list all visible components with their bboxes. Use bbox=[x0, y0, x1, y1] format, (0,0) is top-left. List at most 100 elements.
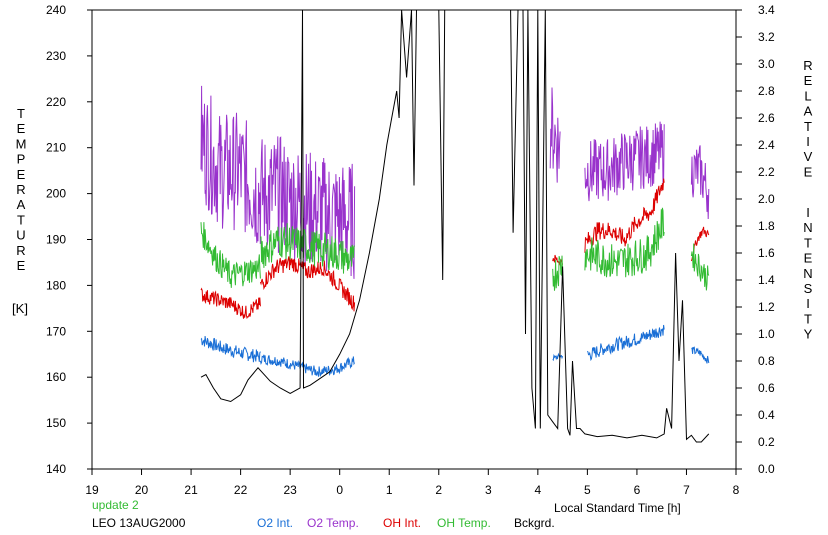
y-left-label-letter: T bbox=[17, 212, 25, 227]
series-line-o2-temp bbox=[584, 121, 665, 202]
y-left-unit: [K] bbox=[12, 301, 28, 316]
y-right-label-letter: Y bbox=[804, 327, 813, 342]
y-right-tick-label: 0.0 bbox=[758, 462, 775, 476]
y-left-tick-label: 240 bbox=[46, 3, 66, 17]
series-line-o2-int bbox=[691, 346, 710, 364]
x-tick-label: 20 bbox=[135, 483, 149, 497]
x-tick-label: 22 bbox=[234, 483, 248, 497]
series-line-oh-temp bbox=[259, 223, 356, 274]
series-line-o2-temp bbox=[200, 85, 356, 279]
series-line-oh-int bbox=[690, 226, 710, 262]
y-right-tick-label: 2.6 bbox=[758, 111, 775, 125]
y-right-tick-label: 3.4 bbox=[758, 3, 775, 17]
x-axis-title: Local Standard Time [h] bbox=[554, 501, 681, 515]
y-left-tick-label: 220 bbox=[46, 95, 66, 109]
y-right-tick-label: 0.8 bbox=[758, 354, 775, 368]
legend-item: O2 Temp. bbox=[307, 516, 359, 530]
y-left-tick-label: 160 bbox=[46, 370, 66, 384]
y-left-label-letter: E bbox=[17, 167, 26, 182]
y-right-tick-label: 2.4 bbox=[758, 138, 775, 152]
y-right-tick-label: 2.0 bbox=[758, 192, 775, 206]
y-left-label-letter: E bbox=[17, 121, 26, 136]
plot-frame bbox=[91, 9, 737, 470]
series-line-oh-int bbox=[259, 256, 356, 312]
legend-item: OH Int. bbox=[383, 516, 422, 530]
y-left-tick-label: 170 bbox=[46, 324, 66, 338]
y-right-label-letter: N bbox=[803, 220, 812, 235]
series-line-o2-int bbox=[259, 354, 356, 377]
y-right-tick-label: 2.8 bbox=[758, 84, 775, 98]
y-left-tick-label: 230 bbox=[46, 49, 66, 63]
y-right-tick-label: 0.6 bbox=[758, 381, 775, 395]
y-right-label-letter: L bbox=[804, 88, 811, 103]
y-left-label-letter: M bbox=[16, 136, 27, 151]
y-right-label-letter: A bbox=[804, 104, 813, 119]
y-right-label-letter: I bbox=[806, 296, 810, 311]
series-line-oh-int bbox=[584, 178, 665, 253]
y-left-label-letter: R bbox=[16, 182, 25, 197]
y-right-label-letter: T bbox=[804, 235, 812, 250]
x-tick-label: 8 bbox=[733, 483, 740, 497]
series-line-oh-temp bbox=[552, 255, 564, 291]
legend-item: O2 Int. bbox=[257, 516, 294, 530]
x-tick-label: 1 bbox=[386, 483, 393, 497]
y-right-label-letter: E bbox=[804, 164, 813, 179]
y-left-tick-label: 200 bbox=[46, 187, 66, 201]
y-right-tick-label: 3.0 bbox=[758, 57, 775, 71]
y-right-label-letter: N bbox=[803, 266, 812, 281]
series-line-oh-int bbox=[552, 254, 564, 266]
series-line-o2-int bbox=[200, 335, 261, 363]
series-line-oh-temp bbox=[690, 243, 710, 291]
y-right-label-letter: I bbox=[806, 134, 810, 149]
update-label: update 2 bbox=[92, 498, 139, 512]
series-line-oh-int bbox=[200, 287, 261, 320]
y-axis-left: 140 150 160 170 180 190 200 210 220 230 240 bbox=[46, 3, 92, 476]
series-line-o2-temp bbox=[690, 145, 710, 220]
y-right-label-letter: T bbox=[804, 311, 812, 326]
y-left-label-letter: T bbox=[17, 106, 25, 121]
legend-item: OH Temp. bbox=[437, 516, 491, 530]
x-tick-label: 7 bbox=[683, 483, 690, 497]
x-tick-label: 4 bbox=[535, 483, 542, 497]
y-right-tick-label: 0.2 bbox=[758, 435, 775, 449]
y-right-label-letter: S bbox=[804, 281, 813, 296]
y-right-label-letter: E bbox=[804, 251, 813, 266]
y-right-tick-label: 1.8 bbox=[758, 219, 775, 233]
y-left-tick-label: 210 bbox=[46, 141, 66, 155]
y-right-label-letter: V bbox=[804, 149, 813, 164]
y-axis-right: 0.0 0.2 0.4 0.6 0.8 1.0 1.2 1.4 1.6 1.8 2.0 2.2 2.4 2… bbox=[736, 3, 775, 476]
series-layer bbox=[200, 9, 710, 443]
legend-item: Bckgrd. bbox=[514, 516, 555, 530]
x-tick-label: 0 bbox=[336, 483, 343, 497]
y-left-label-letter: P bbox=[17, 152, 26, 167]
x-tick-label: 6 bbox=[634, 483, 641, 497]
y-left-label-letter: U bbox=[16, 228, 25, 243]
y-right-tick-label: 1.2 bbox=[758, 300, 775, 314]
y-left-label-letter: A bbox=[17, 197, 26, 212]
y-left-label-letter: E bbox=[17, 258, 26, 273]
x-tick-label: 21 bbox=[184, 483, 198, 497]
y-right-tick-label: 1.6 bbox=[758, 246, 775, 260]
x-tick-label: 3 bbox=[485, 483, 492, 497]
y-right-tick-label: 1.0 bbox=[758, 327, 775, 341]
y-right-label-letter: E bbox=[804, 73, 813, 88]
y-right-tick-label: 0.4 bbox=[758, 408, 775, 422]
y-right-tick-label: 1.4 bbox=[758, 273, 775, 287]
y-left-tick-label: 140 bbox=[46, 462, 66, 476]
series-line-oh-temp bbox=[584, 207, 665, 278]
x-tick-label: 5 bbox=[584, 483, 591, 497]
y-left-tick-label: 180 bbox=[46, 278, 66, 292]
station-label: LEO 13AUG2000 bbox=[92, 516, 186, 530]
y-right-tick-label: 3.2 bbox=[758, 30, 775, 44]
y-right-tick-label: 2.2 bbox=[758, 165, 775, 179]
series-line-o2-int bbox=[586, 324, 665, 362]
y-right-label-letter: R bbox=[803, 58, 812, 73]
x-axis: 19 20 21 22 23 0 1 2 3 4 5 6 7 8 bbox=[85, 469, 740, 497]
series-line-bckgrd bbox=[200, 9, 710, 443]
y-right-label-letter: I bbox=[806, 205, 810, 220]
series-line-o2-temp bbox=[549, 87, 561, 183]
y-left-label-letter: R bbox=[16, 243, 25, 258]
